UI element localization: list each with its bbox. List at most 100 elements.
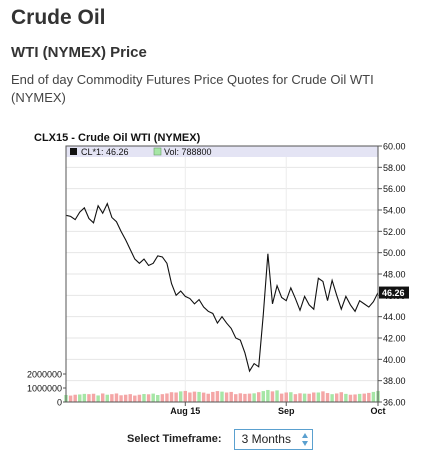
price-tick-label: 38.00 xyxy=(383,376,406,386)
x-tick-label: Aug 15 xyxy=(170,406,200,416)
volume-bar xyxy=(87,394,91,402)
price-legend-swatch xyxy=(70,148,77,155)
volume-axis: 0 1000000 2000000 xyxy=(27,370,66,408)
volume-bar xyxy=(298,393,302,402)
volume-bar xyxy=(307,393,311,402)
price-tick-label: 40.00 xyxy=(383,355,406,365)
volume-bar xyxy=(160,394,165,402)
volume-bar xyxy=(362,393,366,402)
chart-title: CLX15 - Crude Oil WTI (NYMEX) xyxy=(34,132,201,144)
volume-legend-swatch xyxy=(153,147,162,156)
timeframe-control: Select Timeframe: 3 Months xyxy=(127,428,313,450)
volume-bar xyxy=(178,391,183,402)
volume-bar xyxy=(321,391,325,402)
legend-band xyxy=(66,146,378,157)
volume-bar xyxy=(128,394,132,402)
volume-bar xyxy=(156,395,160,402)
volume-bar xyxy=(119,395,123,402)
volume-bar xyxy=(133,395,137,402)
last-price-tag: 46.26 xyxy=(379,286,409,299)
volume-bar xyxy=(325,393,330,402)
price-tick-label: 44.00 xyxy=(383,312,406,322)
price-tick-label: 52.00 xyxy=(383,227,406,237)
page-title: Crude Oil xyxy=(11,6,106,29)
price-tick-label: 42.00 xyxy=(383,334,406,344)
volume-bar xyxy=(270,391,275,402)
volume-bar xyxy=(234,394,238,402)
volume-bar xyxy=(353,394,357,402)
x-tick-label: Oct xyxy=(370,406,385,416)
x-tick-label: Sep xyxy=(278,406,295,416)
last-price-box xyxy=(379,286,409,299)
price-series-line xyxy=(65,202,379,373)
price-tick-label: 60.00 xyxy=(383,142,406,152)
volume-bar xyxy=(137,394,142,402)
last-price-label: 46.26 xyxy=(382,288,405,298)
price-tick-label: 48.00 xyxy=(383,270,406,280)
volume-bar xyxy=(123,394,128,402)
volume-legend-text: Vol: 788800 xyxy=(164,147,212,157)
volume-tick-label: 0 xyxy=(57,398,62,408)
volume-bar xyxy=(289,392,293,402)
volume-tick-label: 2000000 xyxy=(27,370,62,380)
volume-bar xyxy=(252,393,256,402)
volume-bar xyxy=(78,394,82,402)
volume-bar xyxy=(100,393,105,402)
volume-bar xyxy=(197,391,201,402)
volume-bar xyxy=(344,393,348,402)
price-legend-text: CL*1: 46.26 xyxy=(81,147,129,157)
volume-bar xyxy=(105,394,110,402)
volume-bar xyxy=(224,392,229,402)
volume-bar xyxy=(82,393,87,402)
volume-bar xyxy=(73,394,77,402)
volume-bar xyxy=(302,393,307,402)
price-tick-label: 56.00 xyxy=(383,184,406,194)
volume-bar xyxy=(312,392,316,402)
volume-bar xyxy=(220,391,224,402)
x-axis: Aug 15 Sep Oct xyxy=(170,402,386,416)
volume-bar xyxy=(284,392,288,402)
volume-bar xyxy=(215,391,220,402)
volume-bar xyxy=(229,391,233,402)
volume-bar xyxy=(367,392,371,402)
volume-bar xyxy=(142,394,146,402)
volume-bar xyxy=(96,395,100,402)
price-axis: 36.0038.0040.0042.0044.0046.0048.0050.00… xyxy=(378,142,406,408)
volume-bar xyxy=(211,391,215,402)
price-tick-label: 58.00 xyxy=(383,163,406,173)
volume-bar xyxy=(188,392,192,402)
page-subtitle: WTI (NYMEX) Price xyxy=(11,44,147,61)
timeframe-selected-value: 3 Months xyxy=(241,431,291,446)
page-description: End of day Commodity Futures Price Quote… xyxy=(11,72,374,105)
volume-bar xyxy=(330,394,334,402)
volume-bar xyxy=(247,393,252,402)
timeframe-label: Select Timeframe: xyxy=(127,433,222,445)
volume-bar xyxy=(165,393,169,402)
volume-tick-label: 1000000 xyxy=(27,384,62,394)
volume-bar xyxy=(192,391,197,402)
volume-bar xyxy=(266,389,270,402)
volume-bar xyxy=(279,393,284,402)
volume-bar xyxy=(348,394,353,402)
volume-bar xyxy=(316,392,321,402)
volume-bar xyxy=(110,394,114,402)
volume-bar xyxy=(201,392,206,402)
volume-bar xyxy=(334,393,339,402)
volume-bar xyxy=(275,390,279,402)
timeframe-select[interactable]: 3 Months xyxy=(233,428,313,450)
volume-bar xyxy=(371,391,376,402)
volume-bar xyxy=(293,394,298,402)
chart-grid xyxy=(66,145,379,403)
volume-bar xyxy=(183,390,188,402)
volume-bar xyxy=(339,392,344,402)
price-tick-label: 50.00 xyxy=(383,248,406,258)
volume-bar xyxy=(91,393,96,402)
volume-bars xyxy=(64,389,380,402)
price-tick-label: 36.00 xyxy=(383,398,406,408)
volume-bar xyxy=(256,392,261,402)
price-tick-label: 54.00 xyxy=(383,206,406,216)
volume-bar xyxy=(169,392,174,402)
volume-bar xyxy=(146,394,151,402)
volume-bar xyxy=(174,392,178,402)
volume-bar xyxy=(151,393,155,402)
